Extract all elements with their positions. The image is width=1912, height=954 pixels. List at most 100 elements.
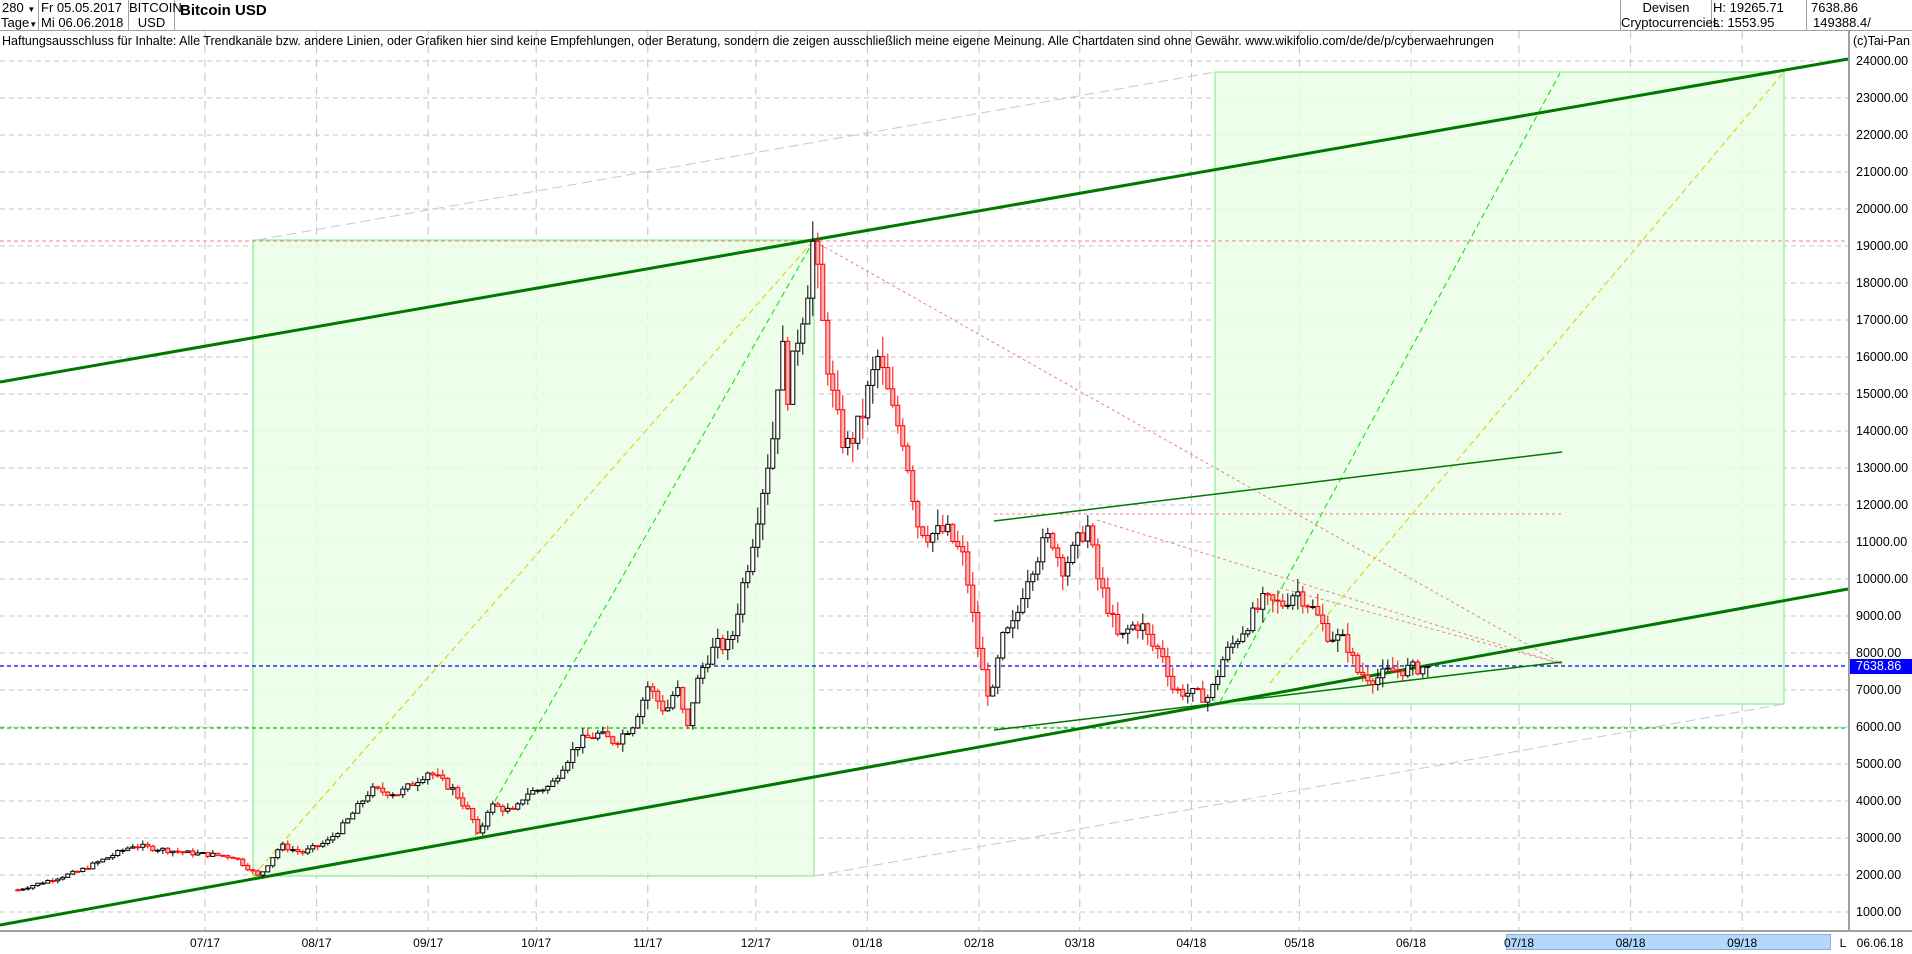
candle <box>1110 604 1116 628</box>
candle-body <box>825 319 831 375</box>
candle <box>1245 627 1251 638</box>
candle <box>400 786 406 799</box>
candle <box>1180 684 1186 701</box>
candle <box>355 800 361 814</box>
candle-body <box>1055 547 1061 559</box>
trend-channel-lower <box>0 587 1849 927</box>
candle-body <box>285 843 291 851</box>
candle-body <box>880 356 886 369</box>
candle <box>1230 635 1236 654</box>
candle <box>120 848 126 854</box>
candle <box>915 499 921 539</box>
candle <box>1225 641 1231 663</box>
candle-body <box>950 523 956 542</box>
candle-body <box>1120 632 1126 635</box>
candle-body <box>740 582 746 615</box>
candle-body <box>220 854 226 857</box>
price-tick-label: 17000.00 <box>1856 313 1909 327</box>
symbol-currency: USD <box>137 15 166 30</box>
candle-body <box>415 782 421 787</box>
candle-body <box>590 737 596 740</box>
candle <box>1055 543 1061 567</box>
candle-body <box>970 584 976 614</box>
candle-body <box>1270 594 1276 601</box>
candle <box>500 804 506 817</box>
period-count-dropdown[interactable]: 280 ▼ <box>2 0 35 17</box>
time-tick-label: 08/17 <box>301 936 332 950</box>
candle <box>785 336 791 411</box>
candle <box>20 888 26 892</box>
period-selector[interactable]: 280 ▼ Tage▼ <box>0 0 39 30</box>
date-range[interactable]: Fr 05.05.2017 Mi 06.06.2018 <box>39 0 129 30</box>
candle-body <box>135 846 141 849</box>
candle <box>425 771 431 785</box>
candle-body <box>1185 692 1191 697</box>
candle-body <box>845 437 851 448</box>
candle-body <box>620 733 626 745</box>
candle <box>635 713 641 729</box>
candle-body <box>1170 675 1176 690</box>
candle-body <box>155 849 161 852</box>
candle <box>1260 586 1266 623</box>
candle-body <box>515 803 521 810</box>
candle <box>750 538 756 576</box>
candle <box>800 317 806 355</box>
candle-body <box>335 833 341 837</box>
candle <box>630 726 636 737</box>
candle-body <box>300 850 306 854</box>
candle <box>1235 638 1241 649</box>
candle-body <box>145 843 151 847</box>
candle <box>60 876 66 881</box>
candle <box>860 398 866 439</box>
candle-body <box>50 880 56 883</box>
period-unit-dropdown[interactable]: Tage▼ <box>1 15 37 32</box>
time-axis[interactable]: 07/17 08/17 09/17 10/17 11/17 12/17 01/18 02/18… <box>0 930 1912 954</box>
candle <box>455 785 461 800</box>
candle-body <box>140 843 146 848</box>
candle-body <box>815 240 821 265</box>
candle-body <box>830 373 836 391</box>
candle-body <box>1250 607 1256 632</box>
date-from[interactable]: Fr 05.05.2017 <box>41 0 122 15</box>
candle-body <box>355 803 361 814</box>
candle-body <box>685 708 691 727</box>
candle <box>290 845 296 853</box>
candle <box>820 244 826 321</box>
candle-body <box>270 857 276 867</box>
candle <box>610 735 616 747</box>
candle <box>305 845 311 856</box>
candle-body <box>115 849 121 857</box>
future-range-scrollbar[interactable] <box>1506 934 1831 950</box>
candle <box>15 888 21 892</box>
candle-body <box>1335 634 1341 641</box>
candle-body <box>605 731 611 738</box>
candle-body <box>1095 544 1101 580</box>
candle-body <box>1090 525 1096 546</box>
candle <box>970 571 976 623</box>
candle-body <box>775 389 781 440</box>
candle <box>1295 578 1301 610</box>
candle-body <box>1295 591 1301 597</box>
candle-body <box>25 887 31 890</box>
price-tick-label: 1000.00 <box>1856 905 1902 919</box>
candle <box>1205 694 1211 712</box>
candle <box>690 702 696 730</box>
date-to[interactable]: Mi 06.06.2018 <box>41 15 124 30</box>
candle-body <box>610 736 616 744</box>
price-tick-label: 19000.00 <box>1856 239 1909 253</box>
price-chart[interactable] <box>0 31 1912 930</box>
candle <box>1095 538 1101 591</box>
candle <box>1285 593 1291 610</box>
candle <box>50 877 56 884</box>
candle <box>1350 647 1356 665</box>
candle <box>545 785 551 794</box>
candle-body <box>1015 611 1021 622</box>
candle-body <box>810 240 816 299</box>
candle <box>1315 593 1321 617</box>
candle <box>260 871 266 878</box>
candle-body <box>1005 627 1011 634</box>
candle <box>525 788 531 805</box>
candle-body <box>1080 532 1086 542</box>
candle <box>765 454 771 505</box>
candle <box>45 879 51 884</box>
